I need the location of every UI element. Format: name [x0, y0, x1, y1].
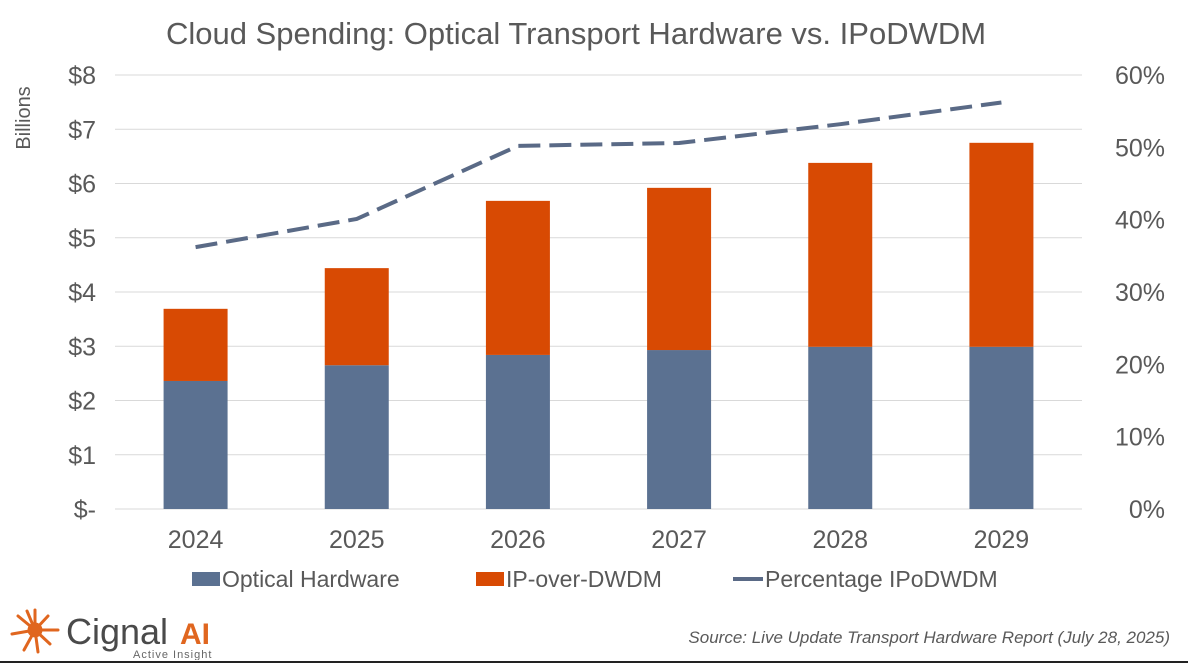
legend-label: Optical Hardware	[222, 566, 400, 592]
logo-name: Cignal	[66, 611, 168, 652]
x-tick-label: 2025	[329, 526, 385, 554]
y-tick-label: $6	[68, 171, 96, 199]
y2-tick-label: 30%	[1115, 279, 1165, 307]
y-tick-label: $1	[68, 442, 96, 470]
y2-axis-ticks: 0% 10% 20% 30% 40% 50% 60%	[1115, 62, 1165, 524]
bar-ip-over-dwdm	[163, 308, 228, 381]
chart-title: Cloud Spending: Optical Transport Hardwa…	[166, 16, 986, 51]
bar-ip-over-dwdm	[808, 162, 873, 347]
bar-ip-over-dwdm	[485, 200, 550, 355]
x-tick-label: 2029	[974, 526, 1030, 554]
bar-optical-hardware	[969, 346, 1034, 509]
y-tick-label: $7	[68, 116, 96, 144]
y-tick-label: $4	[68, 279, 96, 307]
y2-tick-label: 40%	[1115, 207, 1165, 235]
bar-optical-hardware	[808, 346, 873, 509]
legend-label: IP-over-DWDM	[506, 566, 662, 592]
y-axis-ticks: $- $1 $2 $3 $4 $5 $6 $7 $8	[68, 62, 96, 524]
y2-tick-label: 50%	[1115, 134, 1165, 162]
sun-icon	[10, 608, 60, 654]
x-tick-label: 2026	[490, 526, 546, 554]
y-tick-label: $3	[68, 333, 96, 361]
bar-ip-over-dwdm	[647, 187, 712, 351]
bar-optical-hardware	[647, 350, 712, 509]
legend-label: Percentage IPoDWDM	[765, 566, 998, 592]
bar-optical-hardware	[163, 380, 228, 509]
legend: Optical Hardware IP-over-DWDM Percentage I…	[192, 566, 998, 592]
y-tick-label: $2	[68, 388, 96, 416]
bar-ip-over-dwdm	[969, 142, 1034, 347]
percentage-line	[195, 100, 1002, 250]
legend-swatch	[476, 572, 504, 586]
cignal-ai-logo: Cignal AI Active Insight	[10, 608, 212, 660]
divider	[0, 661, 1188, 663]
line-series	[195, 100, 1002, 250]
x-tick-label: 2024	[168, 526, 224, 554]
y-tick-label: $5	[68, 225, 96, 253]
x-tick-label: 2028	[812, 526, 868, 554]
logo-tagline: Active Insight	[133, 649, 212, 660]
x-axis-ticks: 2024 2025 2026 2027 2028 2029	[168, 526, 1029, 554]
y-tick-label: $-	[74, 496, 96, 524]
bars	[163, 142, 1034, 509]
y-tick-label: $8	[68, 62, 96, 90]
y-axis-label: Billions	[13, 86, 35, 149]
y2-tick-label: 0%	[1129, 496, 1165, 524]
gridlines	[115, 74, 1082, 510]
bar-ip-over-dwdm	[324, 268, 389, 366]
y2-tick-label: 10%	[1115, 424, 1165, 452]
x-tick-label: 2027	[651, 526, 707, 554]
y2-tick-label: 20%	[1115, 351, 1165, 379]
y2-tick-label: 60%	[1115, 62, 1165, 90]
source-note: Source: Live Update Transport Hardware R…	[688, 628, 1170, 647]
bar-optical-hardware	[485, 354, 550, 509]
legend-swatch	[192, 572, 220, 586]
logo-suffix: AI	[180, 618, 210, 651]
bar-optical-hardware	[324, 365, 389, 509]
